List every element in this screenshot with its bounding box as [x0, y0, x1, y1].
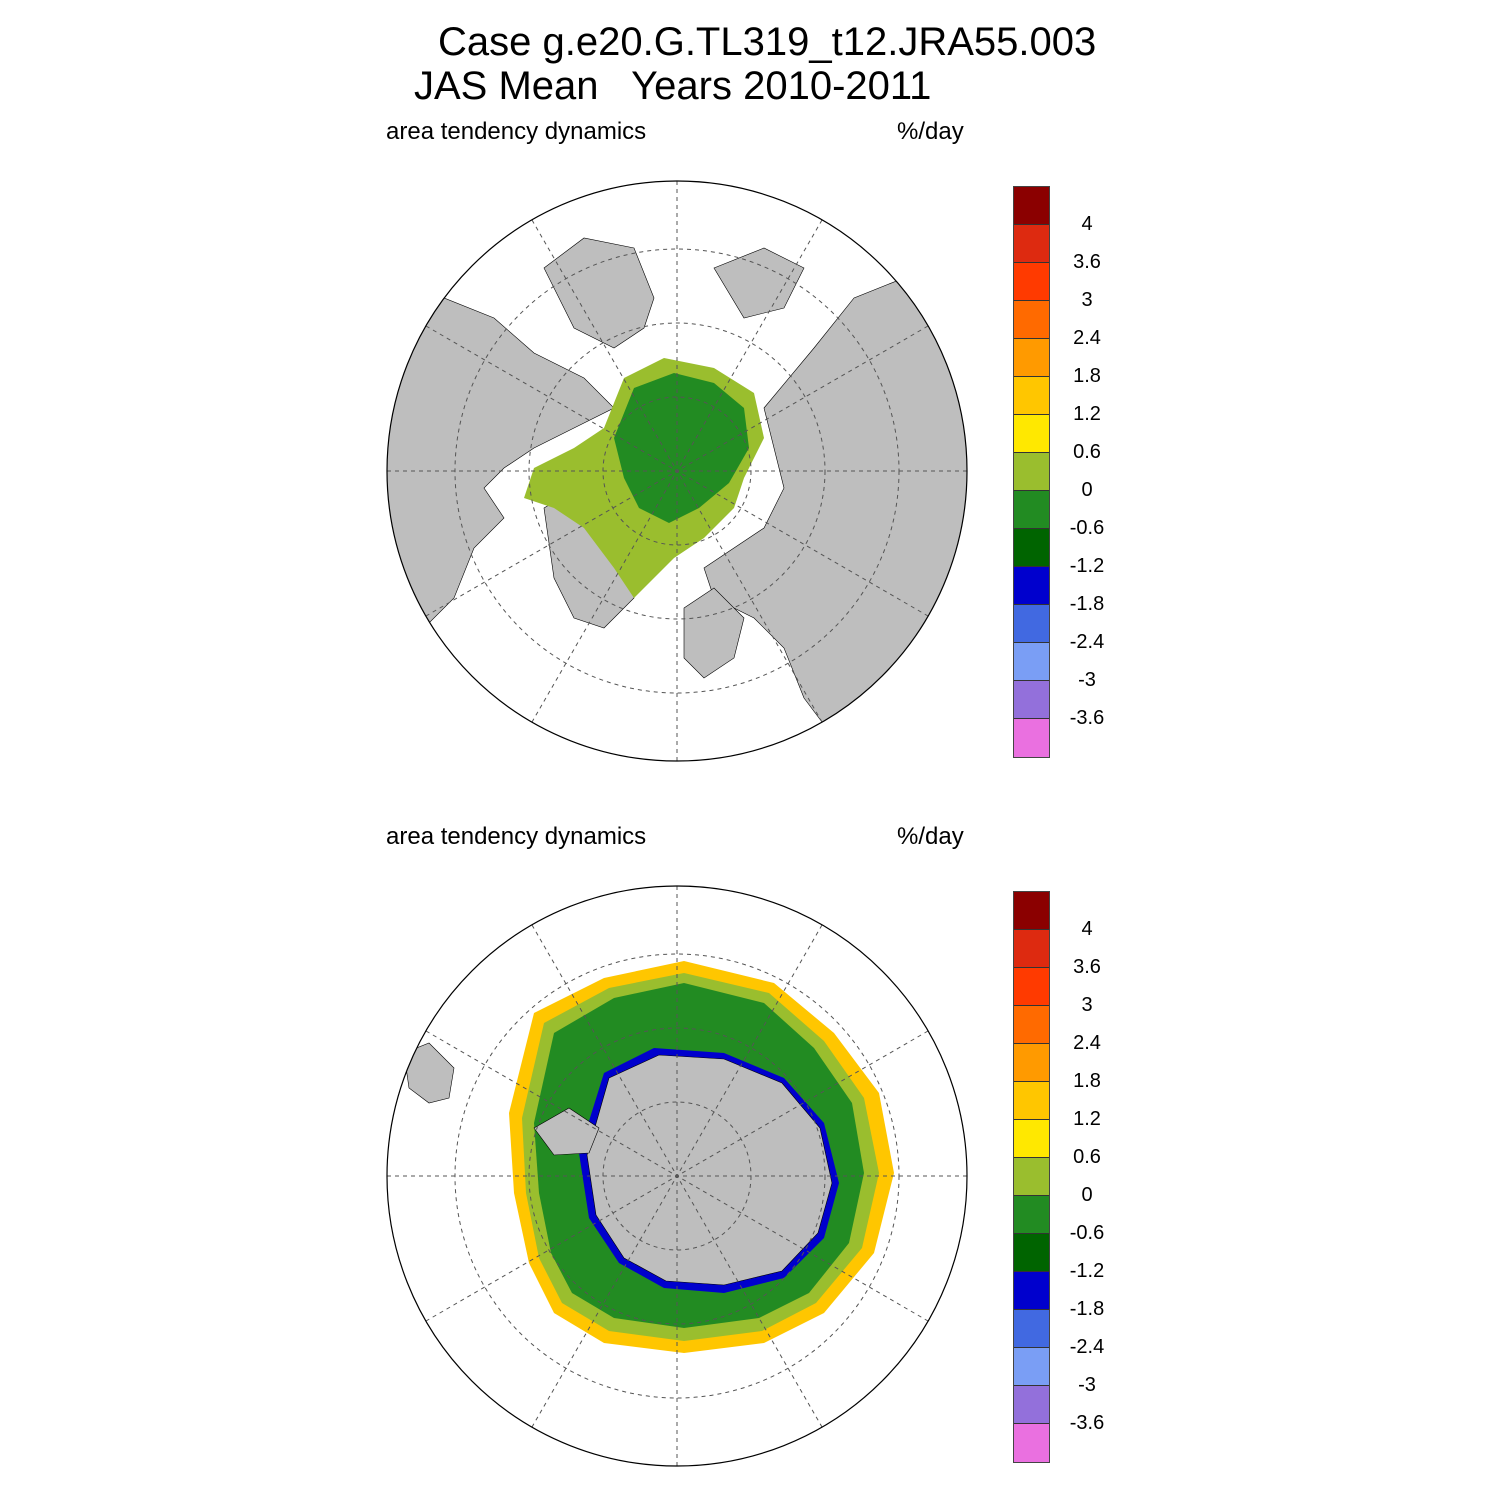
colorbar-swatch	[1014, 968, 1049, 1006]
colorbar-tick-label: -3	[1078, 1374, 1096, 1396]
colorbar-tick-label: 3	[1081, 289, 1093, 311]
colorbar-swatch	[1014, 1386, 1049, 1424]
colorbar-swatch	[1014, 930, 1049, 968]
north-land-scandinavia	[683, 587, 745, 679]
north-panel-variable-label: area tendency dynamics	[386, 118, 647, 145]
colorbar-tick-label: -1.2	[1069, 1260, 1105, 1282]
colorbar-tick-label: -1.8	[1069, 593, 1105, 615]
south-colorbar	[1013, 891, 1050, 1463]
colorbar-tick-label: 1.8	[1073, 365, 1101, 387]
colorbar-swatch	[1014, 1348, 1049, 1386]
colorbar-tick-label: 4	[1081, 918, 1093, 940]
south-land-peninsula	[533, 1107, 600, 1156]
colorbar-swatch	[1014, 719, 1049, 757]
south-panel-variable-label: area tendency dynamics	[386, 823, 647, 850]
colorbar-tick-label: 1.2	[1073, 1108, 1101, 1130]
south-polar-map	[386, 885, 968, 1467]
colorbar-tick-label: -3.6	[1069, 707, 1105, 729]
south-land-south-america	[403, 1042, 455, 1104]
colorbar-swatch	[1014, 1120, 1049, 1158]
colorbar-swatch	[1014, 377, 1049, 415]
colorbar-tick-label: -2.4	[1069, 1336, 1105, 1358]
colorbar-swatch	[1014, 225, 1049, 263]
south-map-boundary	[386, 885, 968, 1467]
colorbar-tick-label: 2.4	[1073, 1032, 1101, 1054]
colorbar-swatch	[1014, 1006, 1049, 1044]
colorbar-tick-label: 0	[1081, 1184, 1093, 1206]
colorbar-swatch	[1014, 1196, 1049, 1234]
colorbar-swatch	[1014, 263, 1049, 301]
colorbar-tick-label: 4	[1081, 213, 1093, 235]
north-ice-core	[614, 373, 749, 523]
colorbar-swatch	[1014, 301, 1049, 339]
colorbar-swatch	[1014, 1424, 1049, 1462]
colorbar-swatch	[1014, 453, 1049, 491]
colorbar-tick-label: -1.2	[1069, 555, 1105, 577]
north-colorbar	[1013, 186, 1050, 758]
colorbar-tick-label: 0	[1081, 479, 1093, 501]
colorbar-tick-label: -3	[1078, 669, 1096, 691]
colorbar-swatch	[1014, 1234, 1049, 1272]
colorbar-swatch	[1014, 1158, 1049, 1196]
colorbar-tick-label: 3.6	[1073, 956, 1101, 978]
colorbar-tick-label: 0.6	[1073, 441, 1101, 463]
colorbar-tick-label: 2.4	[1073, 327, 1101, 349]
colorbar-swatch	[1014, 1310, 1049, 1348]
south-panel-units-label: %/day	[897, 823, 964, 850]
colorbar-swatch	[1014, 567, 1049, 605]
north-panel-units-label: %/day	[897, 118, 964, 145]
colorbar-tick-label: -2.4	[1069, 631, 1105, 653]
colorbar-swatch	[1014, 892, 1049, 930]
colorbar-swatch	[1014, 1082, 1049, 1120]
colorbar-tick-label: 1.8	[1073, 1070, 1101, 1092]
colorbar-swatch	[1014, 681, 1049, 719]
colorbar-tick-label: -3.6	[1069, 1412, 1105, 1434]
north-land-top-right	[713, 247, 805, 319]
figure-title-line1: Case g.e20.G.TL319_t12.JRA55.003	[438, 20, 1097, 64]
colorbar-tick-label: -0.6	[1069, 517, 1105, 539]
north-land-left	[387, 297, 615, 659]
colorbar-swatch	[1014, 1272, 1049, 1310]
colorbar-tick-label: 3	[1081, 994, 1093, 1016]
north-polar-map	[386, 180, 968, 762]
colorbar-swatch	[1014, 529, 1049, 567]
colorbar-tick-label: 0.6	[1073, 1146, 1101, 1168]
colorbar-tick-label: -0.6	[1069, 1222, 1105, 1244]
colorbar-swatch	[1014, 339, 1049, 377]
north-land-top	[543, 237, 655, 349]
north-land-right	[703, 277, 967, 761]
figure-title-line2: JAS Mean Years 2010-2011	[414, 64, 932, 108]
colorbar-swatch	[1014, 187, 1049, 225]
north-map-boundary	[386, 180, 968, 762]
colorbar-tick-label: 1.2	[1073, 403, 1101, 425]
colorbar-swatch	[1014, 491, 1049, 529]
colorbar-tick-label: 3.6	[1073, 251, 1101, 273]
colorbar-tick-label: -1.8	[1069, 1298, 1105, 1320]
colorbar-swatch	[1014, 605, 1049, 643]
colorbar-swatch	[1014, 643, 1049, 681]
colorbar-swatch	[1014, 415, 1049, 453]
south-land-antarctica	[586, 1054, 833, 1286]
colorbar-swatch	[1014, 1044, 1049, 1082]
